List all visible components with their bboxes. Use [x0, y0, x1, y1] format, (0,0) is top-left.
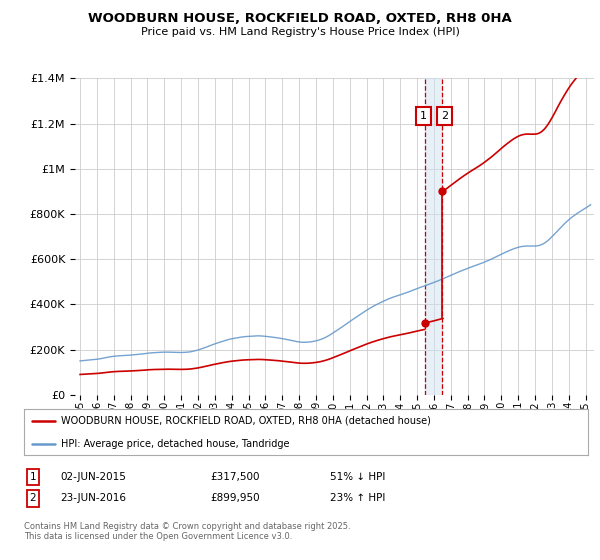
Bar [425, 78, 442, 395]
Text: 2: 2 [29, 493, 37, 503]
Text: 2: 2 [441, 111, 448, 122]
Text: HPI: Average price, detached house, Tandridge: HPI: Average price, detached house, Tand… [61, 438, 289, 449]
Text: WOODBURN HOUSE, ROCKFIELD ROAD, OXTED, RH8 0HA: WOODBURN HOUSE, ROCKFIELD ROAD, OXTED, R… [88, 12, 512, 25]
Text: 51% ↓ HPI: 51% ↓ HPI [330, 472, 385, 482]
Text: £317,500: £317,500 [210, 472, 260, 482]
Text: 23% ↑ HPI: 23% ↑ HPI [330, 493, 385, 503]
Text: 23-JUN-2016: 23-JUN-2016 [60, 493, 126, 503]
Text: Contains HM Land Registry data © Crown copyright and database right 2025.
This d: Contains HM Land Registry data © Crown c… [24, 522, 350, 542]
Text: Price paid vs. HM Land Registry's House Price Index (HPI): Price paid vs. HM Land Registry's House … [140, 27, 460, 37]
Text: 1: 1 [29, 472, 37, 482]
Text: WOODBURN HOUSE, ROCKFIELD ROAD, OXTED, RH8 0HA (detached house): WOODBURN HOUSE, ROCKFIELD ROAD, OXTED, R… [61, 416, 431, 426]
Text: £899,950: £899,950 [210, 493, 260, 503]
Text: 02-JUN-2015: 02-JUN-2015 [60, 472, 126, 482]
Text: 1: 1 [421, 111, 427, 122]
